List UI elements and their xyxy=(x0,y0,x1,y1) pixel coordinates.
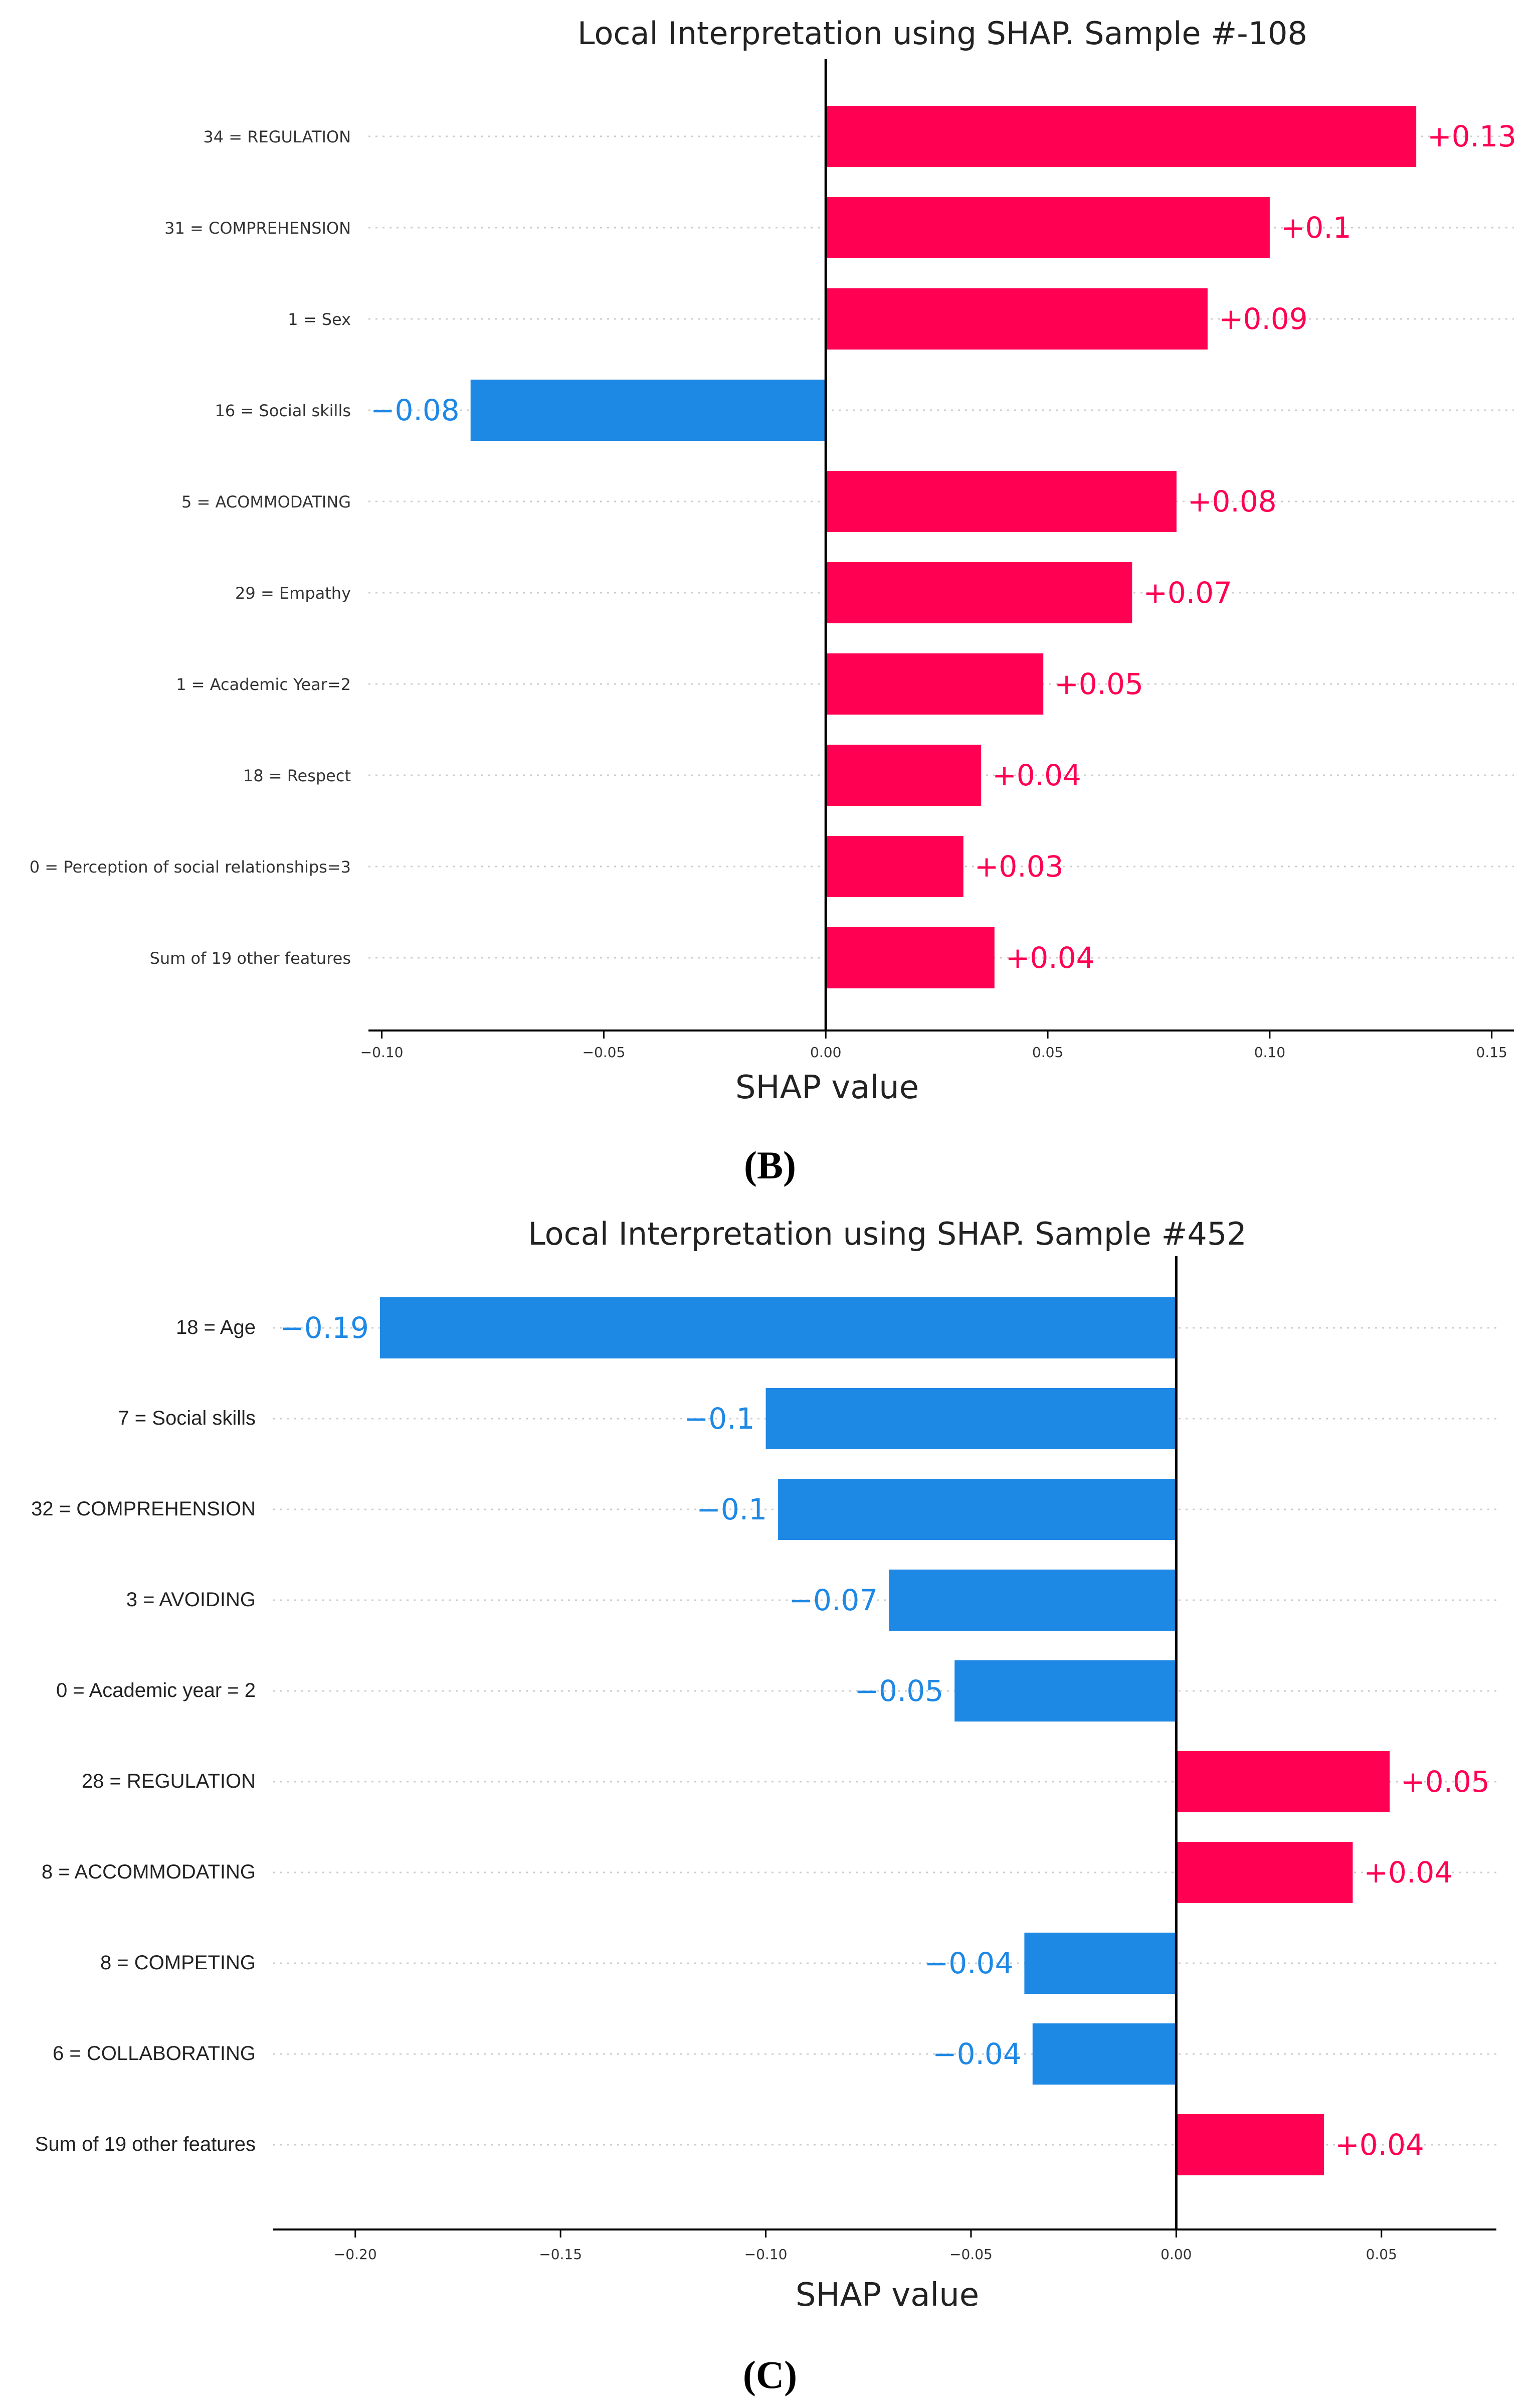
shap-chart-c: Local Interpretation using SHAP. Sample … xyxy=(31,1216,1496,2396)
feature-label: 28 = REGULATION xyxy=(82,1770,256,1792)
data-label: +0.1 xyxy=(1281,211,1352,245)
bar xyxy=(470,380,826,441)
data-label: +0.03 xyxy=(975,849,1064,884)
bar xyxy=(826,471,1177,532)
feature-label: 1 = Sex xyxy=(288,310,351,329)
feature-label: Sum of 19 other features xyxy=(150,949,351,968)
data-label: +0.13 xyxy=(1427,119,1516,153)
feature-label: 0 = Academic year = 2 xyxy=(56,1679,256,1701)
data-label: −0.04 xyxy=(924,1946,1014,1980)
x-tick-label: −0.20 xyxy=(334,2246,377,2263)
feature-label: 31 = COMPREHENSION xyxy=(164,219,351,238)
x-tick-label: −0.10 xyxy=(360,1044,404,1061)
bar xyxy=(765,1388,1177,1449)
feature-label: 7 = Social skills xyxy=(118,1407,256,1429)
data-label: −0.04 xyxy=(932,2037,1022,2071)
data-label: +0.05 xyxy=(1054,667,1143,701)
caption-letter: B xyxy=(757,1143,783,1187)
x-tick-label: −0.10 xyxy=(744,2246,788,2263)
bar xyxy=(1176,1751,1390,1812)
panel-caption: (C) xyxy=(743,2353,797,2396)
bar xyxy=(826,745,982,806)
feature-label: 34 = REGULATION xyxy=(203,127,351,146)
feature-label: 18 = Age xyxy=(176,1316,256,1338)
data-label: +0.08 xyxy=(1188,484,1277,519)
data-label: −0.19 xyxy=(280,1311,369,1345)
feature-label: 32 = COMPREHENSION xyxy=(31,1498,256,1520)
data-label: +0.09 xyxy=(1219,302,1308,336)
x-tick-label: 0.00 xyxy=(810,1044,841,1061)
x-tick-label: 0.00 xyxy=(1161,2246,1192,2263)
caption-letter: C xyxy=(756,2353,784,2396)
feature-label: 16 = Social skills xyxy=(215,401,351,420)
data-label: −0.1 xyxy=(684,1402,755,1436)
bar xyxy=(826,836,964,897)
bar xyxy=(826,197,1270,258)
feature-label: 18 = Respect xyxy=(243,766,351,785)
shap-chart-b: Local Interpretation using SHAP. Sample … xyxy=(30,15,1516,1187)
feature-label: 3 = AVOIDING xyxy=(126,1589,256,1611)
x-tick-label: −0.05 xyxy=(949,2246,993,2263)
plot-area: −0.19 18 = Age −0.1 7 = Social skills −0.1 32… xyxy=(31,1256,1496,2263)
data-label: +0.04 xyxy=(1335,2128,1424,2162)
data-label: +0.05 xyxy=(1401,1765,1490,1799)
data-label: −0.1 xyxy=(696,1492,767,1526)
data-label: +0.04 xyxy=(1006,941,1095,975)
feature-label: 8 = COMPETING xyxy=(100,1952,256,1974)
feature-label: 6 = COLLABORATING xyxy=(53,2042,256,2065)
bar xyxy=(1176,1842,1353,1903)
data-label: +0.07 xyxy=(1143,576,1232,610)
data-label: −0.07 xyxy=(789,1583,878,1617)
bar xyxy=(826,653,1044,715)
bar xyxy=(1176,2114,1324,2175)
feature-label: 1 = Academic Year=2 xyxy=(176,675,351,694)
x-tick-label: 0.05 xyxy=(1366,2246,1397,2263)
plot-area: +0.13 34 = REGULATION +0.1 31 = COMPREHENSI… xyxy=(30,59,1516,1061)
feature-label: 5 = ACOMMODATING xyxy=(181,492,351,511)
bar xyxy=(826,562,1132,623)
x-tick-label: −0.05 xyxy=(582,1044,625,1061)
panel-b: Local Interpretation using SHAP. Sample … xyxy=(30,15,1516,1187)
bar xyxy=(889,1570,1177,1631)
chart-title: Local Interpretation using SHAP. Sample … xyxy=(578,15,1307,52)
data-label: −0.05 xyxy=(854,1674,943,1708)
feature-label: 0 = Perception of social relationships=3 xyxy=(30,857,351,877)
bar xyxy=(826,106,1417,167)
bar xyxy=(826,288,1208,350)
bar xyxy=(1024,1933,1177,1994)
data-label: −0.08 xyxy=(370,393,460,427)
data-label: +0.04 xyxy=(1364,1855,1453,1889)
panel-caption: (B) xyxy=(744,1143,796,1187)
bar xyxy=(379,1297,1177,1358)
feature-label: 29 = Empathy xyxy=(235,584,351,603)
bar xyxy=(1032,2023,1177,2085)
bar xyxy=(954,1660,1177,1722)
x-axis-label: SHAP value xyxy=(796,2277,979,2314)
feature-label: 8 = ACCOMMODATING xyxy=(42,1861,256,1883)
x-tick-label: 0.10 xyxy=(1254,1044,1285,1061)
x-axis-label: SHAP value xyxy=(735,1069,919,1106)
chart-title: Local Interpretation using SHAP. Sample … xyxy=(528,1216,1247,1252)
x-tick-label: 0.15 xyxy=(1476,1044,1507,1061)
panel-c: Local Interpretation using SHAP. Sample … xyxy=(0,1204,1540,2405)
feature-label: Sum of 19 other features xyxy=(35,2133,256,2155)
data-label: +0.04 xyxy=(992,758,1081,792)
bar xyxy=(778,1479,1177,1540)
x-tick-label: −0.15 xyxy=(539,2246,582,2263)
x-tick-label: 0.05 xyxy=(1032,1044,1063,1061)
bar xyxy=(826,927,995,988)
